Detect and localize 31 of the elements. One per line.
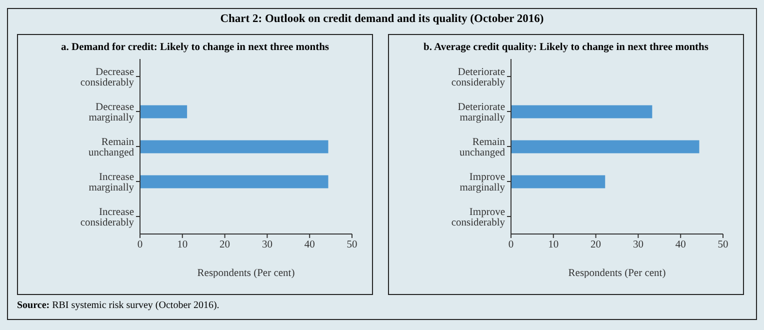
y-tick-label: Increase considerably: [80, 206, 135, 228]
x-tick-label: 0: [137, 239, 143, 250]
y-tick-label: Deteriorate marginally: [458, 102, 506, 124]
x-tick-label: 20: [220, 239, 230, 250]
x-tick-label: 10: [548, 239, 559, 250]
y-tick-label: Increase marginally: [88, 172, 135, 194]
bar: [511, 140, 700, 154]
y-tick-label: Improve considerably: [451, 206, 506, 228]
caption: Chart 2: Outlook on credit demand and its quality (October 2016): [219, 13, 545, 25]
x-tick-label: 50: [718, 239, 728, 250]
x-tick-label: 40: [304, 239, 315, 250]
x-tick-label: 30: [262, 239, 272, 250]
x-axis-title: Respondents (Per cent): [197, 268, 296, 279]
x-tick-label: 30: [632, 239, 644, 250]
x-axis-title: Respondents (Per cent): [568, 268, 666, 279]
y-tick-label: Remain unchanged: [88, 136, 135, 158]
y-tick-label: Decrease marginally: [88, 102, 135, 124]
x-tick-label: 20: [590, 239, 602, 250]
chart-title: b. Average credit quality: Likely to change in next three months: [422, 42, 710, 53]
x-tick-label: 40: [675, 239, 686, 250]
chart-title: a. Demand for credit: Likely to change in next three months: [60, 42, 330, 53]
bar: [511, 105, 652, 118]
x-tick-label: 10: [177, 239, 188, 250]
x-tick-label: 0: [508, 239, 514, 250]
y-tick-label: Remain unchanged: [460, 136, 506, 158]
y-tick-label: Deteriorate considerably: [451, 66, 506, 88]
source-note: Source: RBI systemic risk survey (October 2016).: [17, 300, 220, 311]
y-tick-label: Decrease considerably: [80, 66, 135, 88]
bar: [511, 175, 606, 188]
x-tick-label: 50: [346, 239, 358, 250]
y-tick-label: Improve marginally: [460, 172, 506, 194]
